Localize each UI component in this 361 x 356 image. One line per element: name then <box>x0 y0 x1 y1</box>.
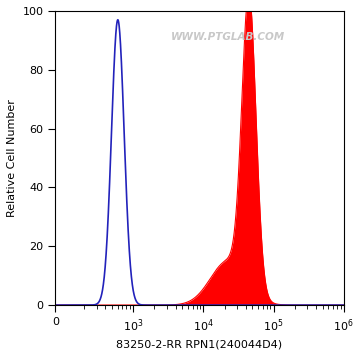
Text: WWW.PTGLAB.COM: WWW.PTGLAB.COM <box>171 32 286 42</box>
X-axis label: 83250-2-RR RPN1(240044D4): 83250-2-RR RPN1(240044D4) <box>117 339 283 349</box>
Y-axis label: Relative Cell Number: Relative Cell Number <box>7 99 17 217</box>
